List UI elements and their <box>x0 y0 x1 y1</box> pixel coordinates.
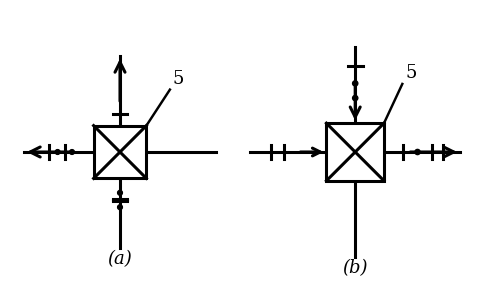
Circle shape <box>55 150 60 154</box>
Bar <box>94 126 146 178</box>
Circle shape <box>118 205 122 209</box>
Circle shape <box>118 190 122 195</box>
Text: (a): (a) <box>108 250 132 268</box>
Text: 5: 5 <box>173 70 184 88</box>
Circle shape <box>415 149 420 155</box>
Circle shape <box>353 95 358 101</box>
Text: 5: 5 <box>406 64 417 82</box>
Circle shape <box>353 81 358 86</box>
Circle shape <box>70 150 74 154</box>
Bar <box>326 123 384 181</box>
Text: (b): (b) <box>342 259 368 277</box>
